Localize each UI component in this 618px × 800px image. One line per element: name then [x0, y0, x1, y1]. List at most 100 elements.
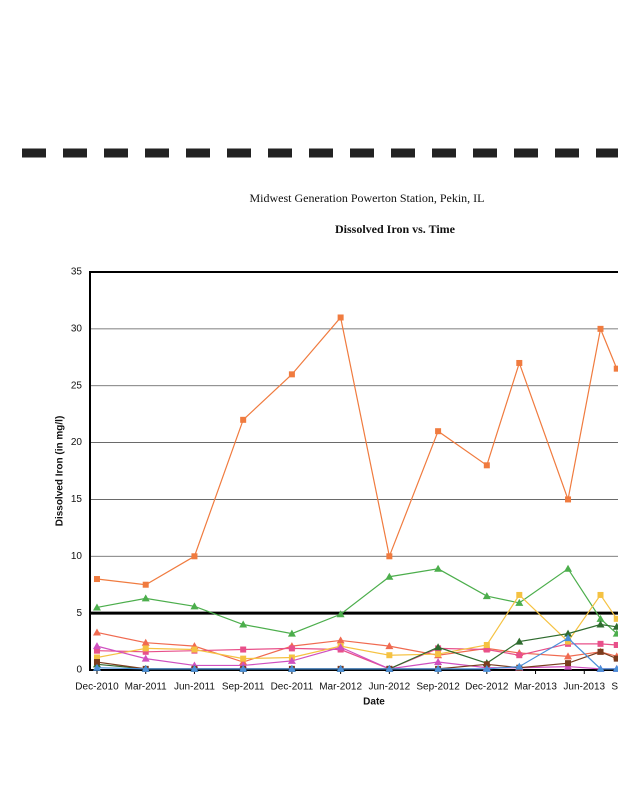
data-point	[240, 416, 247, 423]
data-point	[336, 664, 345, 672]
data-point	[93, 654, 100, 661]
data-point	[142, 581, 149, 588]
data-point	[93, 659, 100, 666]
data-point	[141, 638, 150, 646]
data-point	[141, 594, 150, 602]
data-point	[565, 638, 572, 645]
data-point	[612, 622, 618, 630]
data-point	[483, 641, 490, 648]
data-point	[597, 325, 604, 332]
data-point	[516, 591, 523, 598]
x-tick-label: Jun-2011	[174, 682, 215, 693]
data-point	[287, 656, 296, 664]
chart-title: Midwest Generation Powerton Station, Pek…	[250, 191, 485, 205]
series-line	[96, 643, 617, 670]
data-point	[515, 598, 524, 606]
x-tick-label: Jun-2013	[563, 682, 605, 693]
x-tick-label: Dec-2010	[75, 682, 119, 693]
data-point	[434, 564, 443, 572]
x-tick-label: Sep-2013	[611, 682, 618, 693]
y-tick-label: 25	[71, 380, 83, 391]
data-point	[564, 629, 573, 637]
data-point	[141, 664, 150, 672]
x-tick-label: Mar-2012	[319, 682, 362, 693]
y-tick-label: 5	[76, 608, 82, 619]
data-point	[336, 636, 345, 644]
x-tick-label: Mar-2011	[125, 682, 167, 693]
data-point	[613, 641, 618, 648]
x-tick-label: Dec-2012	[465, 682, 509, 693]
data-point	[483, 646, 490, 653]
data-point	[141, 654, 150, 662]
x-axis-label: Date	[363, 697, 385, 708]
x-tick-label: Dec-2011	[271, 682, 314, 693]
data-point	[239, 664, 248, 672]
data-point	[287, 629, 296, 637]
chart-subtitle: Dissolved Iron vs. Time	[335, 222, 456, 236]
series-line	[96, 593, 618, 660]
data-point	[483, 661, 490, 668]
data-point	[564, 634, 573, 642]
plot-border	[89, 271, 618, 671]
data-point	[434, 658, 443, 666]
data-point	[516, 652, 523, 659]
plot-area: Dec-2010 Mar-2011 Jun-2011 Sep-2011 Dec-2011…	[75, 271, 618, 693]
series-line	[96, 567, 618, 635]
data-point	[434, 643, 443, 651]
data-point	[596, 620, 605, 628]
data-point	[515, 662, 524, 670]
data-point	[336, 643, 345, 651]
data-point	[288, 645, 295, 652]
data-point	[516, 359, 523, 366]
data-point	[240, 655, 247, 662]
data-point	[386, 553, 393, 560]
data-point	[597, 648, 604, 655]
data-point	[386, 652, 393, 659]
y-axis-label: Dissolved Iron (in mg/l)	[55, 416, 66, 527]
data-point	[434, 664, 443, 672]
data-point	[191, 646, 198, 653]
data-point	[240, 646, 247, 653]
data-point	[597, 640, 604, 647]
x-tick-label: Sep-2012	[416, 682, 460, 693]
data-point	[190, 602, 199, 610]
y-tick-label: 20	[71, 437, 83, 448]
x-tick-label: Sep-2011	[222, 682, 265, 693]
data-point	[191, 553, 198, 560]
data-point	[142, 645, 149, 652]
data-point	[482, 664, 491, 672]
x-tick-label: Jun-2012	[369, 682, 411, 693]
data-point	[596, 614, 605, 622]
data-point	[515, 637, 524, 645]
data-point	[612, 664, 618, 672]
data-point	[483, 462, 490, 469]
data-point	[239, 620, 248, 628]
data-point	[564, 564, 573, 572]
data-point	[93, 576, 100, 583]
y-tick-label: 0	[76, 665, 82, 676]
data-point	[288, 371, 295, 378]
data-point	[337, 314, 344, 321]
data-point	[613, 615, 618, 622]
data-point	[435, 651, 442, 658]
data-point	[564, 652, 573, 660]
data-point	[142, 648, 149, 655]
data-point	[613, 365, 618, 372]
data-point	[385, 664, 394, 672]
data-point	[435, 428, 442, 435]
data-point	[385, 642, 394, 650]
y-tick-label: 15	[71, 494, 83, 505]
data-point	[482, 592, 491, 600]
data-point	[92, 663, 101, 671]
data-point	[597, 591, 604, 598]
y-tick-label: 10	[71, 551, 83, 562]
data-point	[336, 610, 345, 618]
data-point	[92, 603, 101, 611]
data-point	[92, 642, 101, 650]
data-point	[612, 629, 618, 637]
data-point	[613, 655, 618, 662]
x-tick-label: Mar-2013	[514, 682, 557, 693]
data-point	[385, 572, 394, 580]
data-point	[596, 664, 605, 672]
